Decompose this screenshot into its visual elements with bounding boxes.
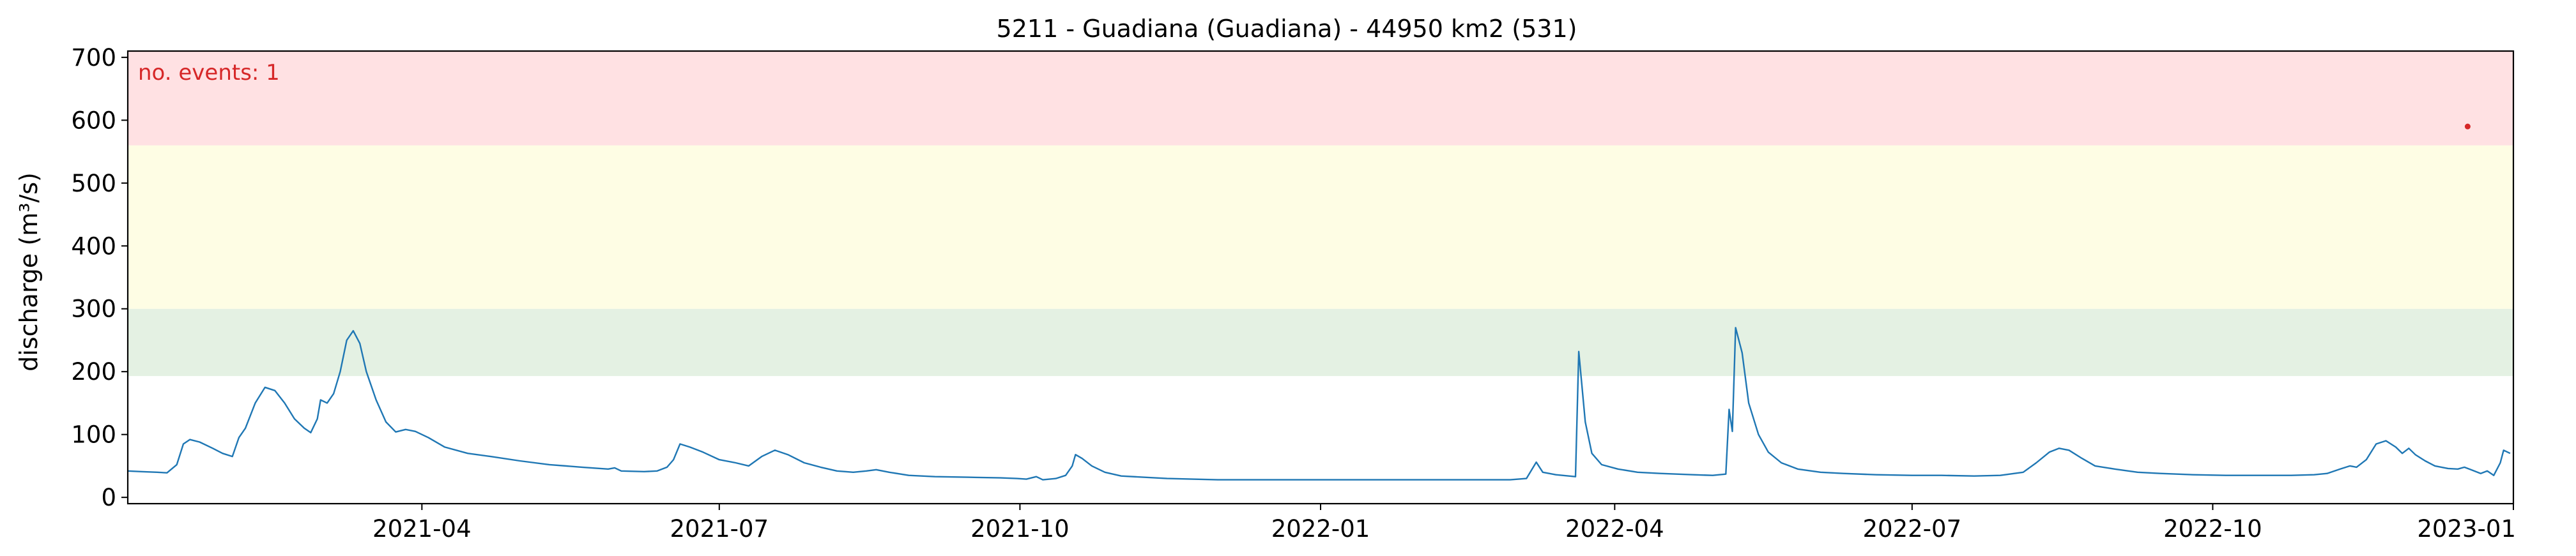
y-axis-label: discharge (m³/s) <box>15 172 43 372</box>
event-count-annotation: no. events: 1 <box>138 60 280 86</box>
event-point <box>2464 123 2471 130</box>
y-tick-label: 400 <box>71 232 116 260</box>
y-tick-label: 700 <box>71 44 116 71</box>
x-tick-label: 2022-10 <box>2163 515 2262 543</box>
x-tick-label: 2021-10 <box>970 515 1070 543</box>
y-tick-label: 100 <box>71 421 116 449</box>
x-tick-label: 2021-07 <box>670 515 769 543</box>
threshold-band-red <box>128 51 2513 146</box>
x-tick-label: 2022-04 <box>1565 515 1664 543</box>
x-tick-label: 2021-04 <box>372 515 471 543</box>
y-tick-label: 600 <box>71 107 116 134</box>
y-tick-label: 500 <box>71 170 116 197</box>
y-tick-label: 200 <box>71 358 116 386</box>
threshold-band-yellow <box>128 145 2513 309</box>
plot-area: 0 100 200 300 400 500 600 700 2021-04 2021-07 2021… <box>71 44 2516 543</box>
threshold-band-green <box>128 308 2513 377</box>
y-tick-label: 0 <box>101 484 116 511</box>
x-tick-label: 2023-01 <box>2417 515 2516 543</box>
chart-title: 5211 - Guadiana (Guadiana) - 44950 km2 (… <box>997 15 1577 43</box>
x-tick-label: 2022-07 <box>1863 515 1962 543</box>
discharge-series-line <box>127 327 2511 481</box>
x-tick-label: 2022-01 <box>1271 515 1370 543</box>
y-tick-label: 300 <box>71 296 116 323</box>
